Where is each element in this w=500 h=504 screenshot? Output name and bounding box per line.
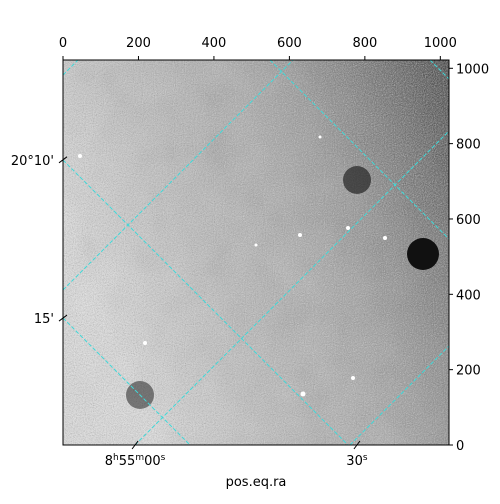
top-tick-label: 800 — [352, 36, 377, 51]
top-tick-label: 600 — [277, 36, 302, 51]
right-tick-label: 400 — [456, 288, 481, 303]
right-tick-label: 0 — [456, 439, 464, 454]
top-tick-label: 0 — [59, 36, 67, 51]
right-tick-label: 1000 — [456, 62, 489, 77]
x-axis-label: pos.eq.ra — [226, 475, 287, 490]
ra-tick — [131, 440, 139, 450]
frame — [62, 59, 450, 446]
right-tick-label: 600 — [456, 213, 481, 228]
top-tick-label: 200 — [126, 36, 151, 51]
dec-tick-label: 15' — [34, 312, 54, 327]
top-tick-label: 1000 — [424, 36, 457, 51]
top-tick-label: 400 — [202, 36, 227, 51]
dec-tick-label: 20°10' — [11, 154, 54, 169]
sky-image — [63, 60, 449, 445]
right-tick-label: 200 — [456, 364, 481, 379]
ra-tick — [353, 440, 361, 450]
ra-tick-label: 30s — [346, 453, 368, 469]
right-tick-label: 800 — [456, 138, 481, 153]
wcs-grid — [63, 60, 449, 445]
dec-tick — [58, 314, 68, 322]
ra-tick-label: 8h55m00s — [105, 453, 166, 469]
dec-tick — [58, 156, 68, 164]
